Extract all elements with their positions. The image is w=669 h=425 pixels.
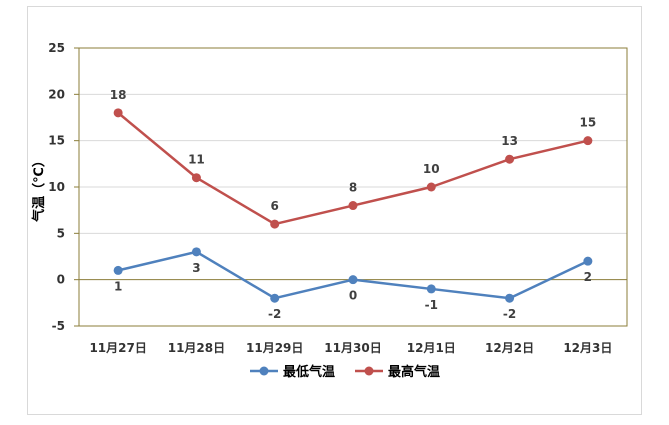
x-tick-label: 11月28日 xyxy=(168,341,225,355)
data-label: 2 xyxy=(584,270,592,284)
data-point xyxy=(505,154,515,164)
data-label: 1 xyxy=(114,279,122,293)
data-label: 11 xyxy=(188,153,205,167)
x-tick-label: 12月3日 xyxy=(563,341,612,355)
legend: 最低气温 最高气温 xyxy=(250,364,440,380)
y-tick-label: 25 xyxy=(48,41,65,55)
y-axis-title: 气温（℃） xyxy=(31,154,47,222)
data-point xyxy=(113,265,123,275)
data-point xyxy=(113,108,123,118)
data-point xyxy=(583,256,593,266)
data-point xyxy=(426,284,436,294)
x-tick-label: 11月30日 xyxy=(324,341,381,355)
y-tick-label: 20 xyxy=(48,87,65,101)
data-label: 0 xyxy=(349,289,357,303)
data-label: 18 xyxy=(110,88,127,102)
legend-marker-1 xyxy=(259,366,269,376)
data-point xyxy=(348,201,358,211)
legend-label-2: 最高气温 xyxy=(388,364,440,380)
data-label: 10 xyxy=(423,162,440,176)
data-label: 3 xyxy=(192,261,200,275)
data-label: -1 xyxy=(425,298,438,312)
data-label: -2 xyxy=(503,307,516,321)
data-label: 8 xyxy=(349,181,357,195)
legend-marker-2 xyxy=(364,366,374,376)
data-label: 15 xyxy=(580,116,597,130)
x-tick-label: 11月27日 xyxy=(89,341,146,355)
y-tick-label: 0 xyxy=(57,273,65,287)
data-point xyxy=(348,275,358,285)
data-point xyxy=(191,247,201,257)
data-point xyxy=(426,182,436,192)
y-tick-label: 5 xyxy=(57,226,65,240)
data-point xyxy=(270,219,280,229)
data-label: 6 xyxy=(271,199,279,213)
x-tick-label: 11月29日 xyxy=(246,341,303,355)
legend-label-1: 最低气温 xyxy=(283,364,335,380)
y-tick-label: 15 xyxy=(48,134,65,148)
y-tick-label: 10 xyxy=(48,180,65,194)
data-point xyxy=(270,293,280,303)
x-tick-label: 12月1日 xyxy=(407,341,456,355)
y-tick-label: -5 xyxy=(52,319,65,333)
x-axis-ticks: 11月27日 11月28日 11月29日 11月30日 12月1日 12月2日 12月3日 xyxy=(89,341,612,355)
series-lines xyxy=(113,108,593,303)
data-label: -2 xyxy=(268,307,281,321)
data-point xyxy=(505,293,515,303)
data-point xyxy=(583,136,593,146)
y-axis-ticks: -5 0 5 10 15 20 25 xyxy=(48,41,65,333)
x-tick-label: 12月2日 xyxy=(485,341,534,355)
data-label: 13 xyxy=(501,134,518,148)
data-point xyxy=(191,173,201,183)
